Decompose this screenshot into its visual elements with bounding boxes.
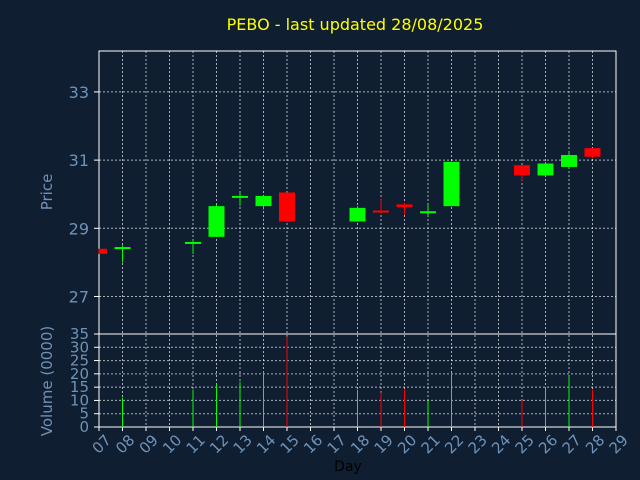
- candle-21: [420, 204, 436, 217]
- day-tick-label: 29: [606, 431, 632, 457]
- volume-tick-label: 0: [79, 418, 89, 436]
- day-tick-label: 16: [300, 431, 326, 457]
- volume-bars: [122, 336, 593, 427]
- candle-body: [185, 241, 201, 244]
- price-tick-label: 29: [69, 219, 89, 238]
- volume-tick-label: 20: [70, 365, 89, 383]
- day-tick-label: 12: [206, 431, 232, 457]
- price-axis-ticks: 27 29 31 33: [69, 83, 99, 306]
- day-tick-label: 15: [277, 431, 303, 457]
- day-tick-label: 21: [418, 431, 444, 457]
- candle-body: [349, 207, 366, 222]
- volume-tick-label: 35: [70, 325, 89, 343]
- candle-08: [114, 245, 131, 263]
- day-axis-label: Day: [334, 459, 362, 475]
- candle-body: [255, 195, 272, 207]
- candle-body: [99, 248, 107, 254]
- candle-19: [373, 199, 389, 213]
- candle-body: [114, 247, 131, 250]
- candle-12: [208, 204, 225, 237]
- volume-tick-label: 15: [70, 378, 89, 396]
- candle-18: [349, 206, 366, 222]
- day-tick-label: 17: [324, 431, 350, 457]
- price-tick-label: 27: [69, 287, 89, 306]
- day-tick-label: 09: [136, 431, 162, 457]
- day-tick-label: 23: [465, 431, 491, 457]
- candle-body: [208, 206, 225, 237]
- candle-25: [514, 165, 530, 181]
- price-candles: [98, 148, 601, 263]
- day-tick-label: 13: [230, 431, 256, 457]
- day-tick-label: 10: [159, 431, 185, 457]
- day-tick-label: 07: [89, 431, 115, 457]
- candle-22: [443, 161, 460, 207]
- day-tick-label: 24: [488, 431, 514, 457]
- day-tick-label: 28: [582, 431, 608, 457]
- candle-body: [514, 165, 530, 176]
- candle-27: [561, 151, 577, 169]
- day-tick-label: 14: [253, 431, 279, 457]
- day-tick-label: 11: [183, 431, 209, 457]
- candle-body: [420, 211, 436, 214]
- day-tick-label: 22: [441, 431, 467, 457]
- price-tick-label: 31: [69, 151, 89, 170]
- price-axis-label: Price: [38, 174, 56, 211]
- candle-body: [537, 163, 554, 176]
- candle-26: [537, 161, 554, 176]
- grid-lines: [98, 51, 617, 428]
- volume-tick-label: 30: [70, 338, 89, 356]
- day-axis-ticks: 0708091011121314151617181920212223242526…: [89, 427, 632, 457]
- candle-body: [443, 161, 460, 207]
- candle-body: [584, 148, 601, 157]
- candle-body: [373, 210, 389, 213]
- candle-14: [255, 195, 272, 210]
- day-tick-label: 27: [559, 431, 585, 457]
- day-tick-label: 19: [371, 431, 397, 457]
- volume-tick-label: 10: [70, 391, 89, 409]
- volume-tick-label: 5: [79, 405, 89, 423]
- price-tick-label: 33: [69, 83, 89, 102]
- candle-13: [232, 192, 248, 207]
- candle-body: [232, 195, 248, 198]
- candle-20: [396, 202, 413, 215]
- candle-body: [561, 154, 577, 167]
- day-tick-label: 20: [394, 431, 420, 457]
- day-tick-label: 25: [512, 431, 538, 457]
- volume-axis-label: Volume (0000): [38, 326, 56, 436]
- candle-15: [279, 192, 295, 222]
- volume-tick-label: 25: [70, 352, 89, 370]
- candle-body: [396, 204, 413, 208]
- day-tick-label: 26: [535, 431, 561, 457]
- candle-body: [279, 192, 295, 222]
- candle-07: [98, 248, 107, 254]
- candle-11: [185, 240, 201, 254]
- candle-28: [584, 148, 601, 159]
- chart-title: PEBO - last updated 28/08/2025: [227, 15, 484, 34]
- day-tick-label: 08: [112, 431, 138, 457]
- day-tick-label: 18: [347, 431, 373, 457]
